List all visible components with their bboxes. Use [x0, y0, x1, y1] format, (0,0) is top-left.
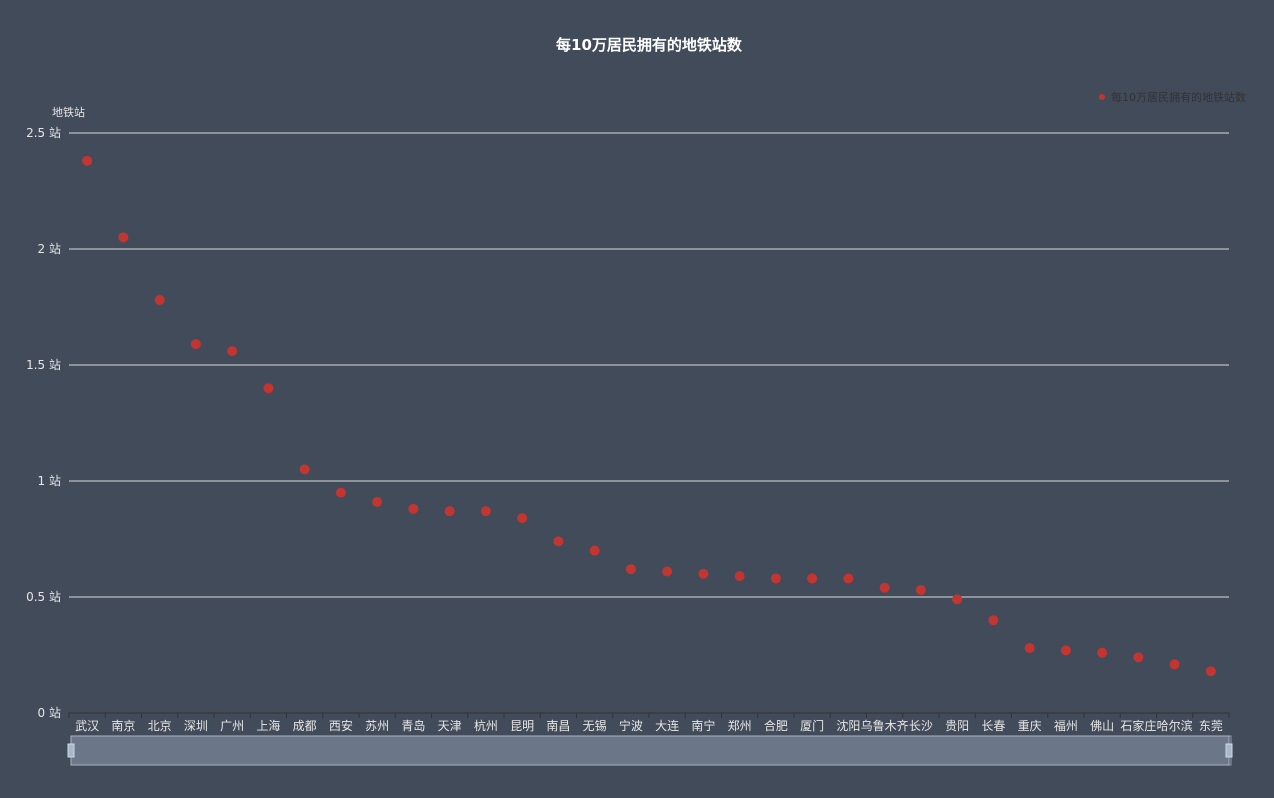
- y-tick-label: 2.5 站: [26, 126, 61, 140]
- x-tick-label: 广州: [220, 719, 244, 733]
- x-tick-label: 哈尔滨: [1157, 718, 1193, 733]
- x-tick-label: 苏州: [365, 719, 389, 733]
- data-point[interactable]: [807, 573, 818, 584]
- x-tick-label: 贵阳: [945, 719, 969, 733]
- data-point[interactable]: [190, 339, 201, 350]
- x-tick-label: 南昌: [546, 718, 570, 733]
- data-point[interactable]: [879, 582, 890, 593]
- data-point[interactable]: [1205, 666, 1216, 677]
- x-tick-label: 重庆: [1018, 719, 1042, 733]
- data-point[interactable]: [1133, 652, 1144, 663]
- x-tick-label: 福州: [1054, 718, 1078, 733]
- legend-label: 每10万居民拥有的地铁站数: [1111, 91, 1246, 104]
- x-tick-label: 厦门: [800, 718, 824, 733]
- y-tick-label: 2 站: [38, 242, 61, 256]
- legend[interactable]: 每10万居民拥有的地铁站数: [1099, 89, 1246, 105]
- datazoom-window[interactable]: [70, 735, 1230, 766]
- data-point[interactable]: [263, 383, 274, 394]
- data-point[interactable]: [734, 571, 745, 582]
- data-point[interactable]: [118, 232, 129, 243]
- data-point[interactable]: [335, 487, 346, 498]
- data-point[interactable]: [82, 155, 93, 166]
- x-tick-label: 合肥: [764, 718, 788, 733]
- chart-title: 每10万居民拥有的地铁站数: [556, 36, 742, 54]
- x-tick-label: 深圳: [184, 719, 208, 733]
- data-point[interactable]: [1060, 645, 1071, 656]
- data-point[interactable]: [1169, 659, 1180, 670]
- data-point[interactable]: [1024, 643, 1035, 654]
- legend-marker: [1099, 94, 1105, 100]
- data-point[interactable]: [988, 615, 999, 626]
- x-tick-label: 宁波: [619, 718, 643, 733]
- data-point[interactable]: [662, 566, 673, 577]
- data-point[interactable]: [154, 295, 165, 306]
- data-point[interactable]: [299, 464, 310, 475]
- data-point[interactable]: [770, 573, 781, 584]
- data-point[interactable]: [227, 346, 238, 357]
- x-tick-label: 长沙: [909, 719, 933, 733]
- data-point[interactable]: [1097, 647, 1108, 658]
- x-tick-label: 成都: [293, 719, 317, 733]
- x-tick-label: 杭州: [474, 718, 498, 733]
- x-tick-label: 北京: [148, 719, 172, 733]
- data-point[interactable]: [480, 506, 491, 517]
- x-tick-label: 青岛: [401, 718, 425, 733]
- x-tick-label: 西安: [329, 718, 353, 733]
- x-tick-label: 佛山: [1090, 719, 1114, 733]
- x-tick-label: 长春: [981, 719, 1005, 733]
- x-tick-label: 沈阳: [836, 718, 860, 733]
- x-tick-label: 乌鲁木齐: [861, 718, 909, 733]
- x-tick-label: 大连: [655, 718, 679, 733]
- y-tick-label: 0 站: [38, 706, 61, 720]
- x-tick-label: 天津: [438, 719, 462, 733]
- data-point[interactable]: [444, 506, 455, 517]
- data-point[interactable]: [843, 573, 854, 584]
- datazoom-handle-left[interactable]: [67, 743, 75, 758]
- x-tick-label: 东莞: [1199, 719, 1223, 733]
- x-tick-label: 南宁: [691, 718, 715, 733]
- y-tick-label: 0.5 站: [26, 590, 61, 604]
- data-point[interactable]: [915, 585, 926, 596]
- data-point[interactable]: [698, 568, 709, 579]
- x-tick-label: 昆明: [510, 719, 534, 733]
- data-point[interactable]: [625, 564, 636, 575]
- data-point[interactable]: [517, 513, 528, 524]
- y-tick-label: 1 站: [38, 474, 61, 488]
- datazoom-handle-right[interactable]: [1225, 743, 1233, 758]
- x-tick-label: 上海: [256, 718, 280, 733]
- data-point[interactable]: [589, 545, 600, 556]
- y-tick-label: 1.5 站: [26, 358, 61, 372]
- data-point[interactable]: [372, 496, 383, 507]
- x-tick-label: 郑州: [728, 718, 752, 733]
- data-point[interactable]: [408, 503, 419, 514]
- x-tick-label: 石家庄: [1120, 718, 1156, 733]
- data-point[interactable]: [553, 536, 564, 547]
- x-tick-label: 南京: [111, 718, 135, 733]
- y-axis-label: 地铁站: [52, 105, 85, 119]
- x-tick-label: 武汉: [75, 719, 99, 733]
- x-tick-label: 无锡: [583, 718, 607, 733]
- data-point[interactable]: [952, 594, 963, 605]
